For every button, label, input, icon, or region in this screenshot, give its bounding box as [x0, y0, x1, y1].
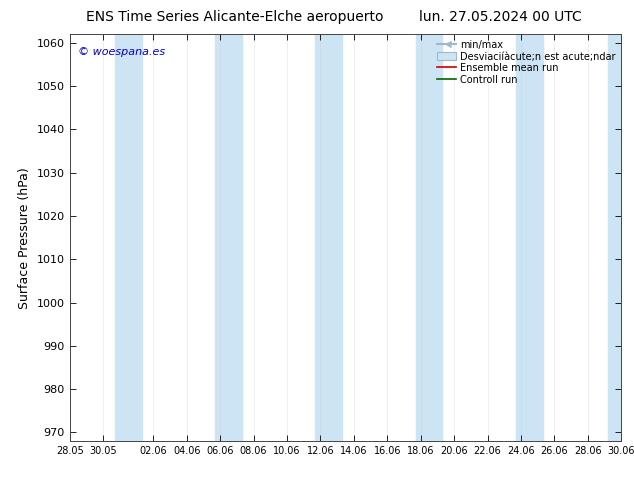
Text: ENS Time Series Alicante-Elche aeropuerto: ENS Time Series Alicante-Elche aeropuert…	[86, 10, 384, 24]
Bar	[115, 34, 141, 441]
Y-axis label: Surface Pressure (hPa): Surface Pressure (hPa)	[18, 167, 31, 309]
Text: © woespana.es: © woespana.es	[78, 47, 165, 56]
Bar	[316, 34, 342, 441]
Bar	[416, 34, 443, 441]
Text: lun. 27.05.2024 00 UTC: lun. 27.05.2024 00 UTC	[420, 10, 582, 24]
Bar	[516, 34, 543, 441]
Bar	[608, 34, 634, 441]
Bar	[215, 34, 242, 441]
Legend: min/max, Desviaciíàcute;n est acute;ndar, Ensemble mean run, Controll run: min/max, Desviaciíàcute;n est acute;ndar…	[436, 39, 616, 85]
